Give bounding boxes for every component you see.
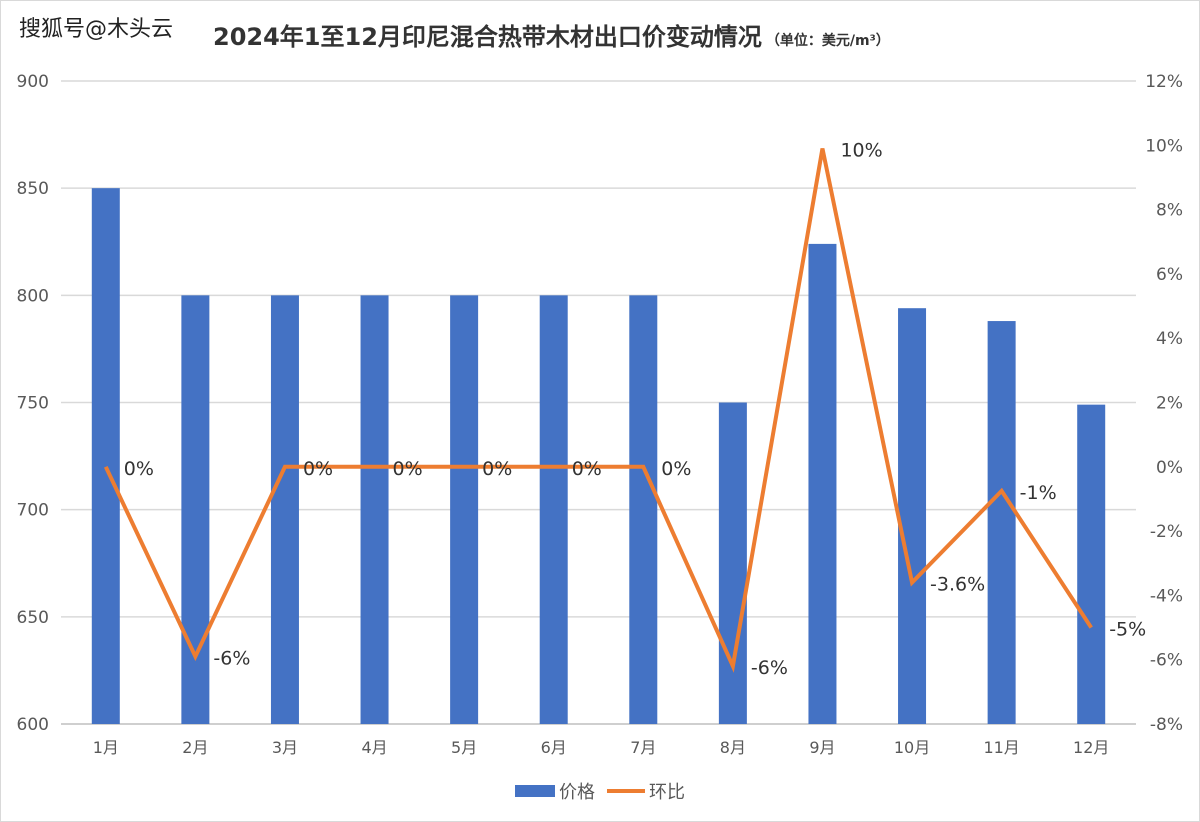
bar-4月: [360, 295, 389, 724]
x-axis-tick-label: 5月: [451, 738, 477, 757]
left-axis-tick-label: 600: [17, 715, 49, 735]
x-axis-tick-label: 3月: [272, 738, 298, 757]
x-axis-tick-label: 9月: [809, 738, 835, 757]
bar-6月: [539, 295, 568, 724]
data-label: 0%: [572, 458, 602, 480]
x-axis-tick-label: 2月: [182, 738, 208, 757]
left-axis-tick-label: 750: [17, 394, 49, 414]
data-label: -3.6%: [930, 574, 985, 596]
legend-label-price: 价格: [559, 782, 595, 803]
bar-12月: [1077, 404, 1106, 724]
right-axis-tick-label: -8%: [1150, 715, 1183, 735]
x-axis-tick-label: 1月: [93, 738, 119, 757]
x-axis-tick-label: 12月: [1073, 738, 1109, 757]
line-series-huanbi: [103, 148, 1093, 673]
data-label: 0%: [661, 458, 691, 480]
left-axis-tick-label: 900: [17, 72, 49, 92]
bar-8月: [718, 402, 747, 724]
bar-7月: [629, 295, 658, 724]
x-axis-tick-label: 4月: [361, 738, 387, 757]
right-axis-tick-label: 10%: [1145, 136, 1183, 156]
right-axis-tick-label: 12%: [1145, 72, 1183, 92]
data-label: -5%: [1109, 619, 1146, 641]
data-label: 0%: [393, 458, 423, 480]
x-axis-tick-label: 10月: [894, 738, 930, 757]
unit-label: （单位：美元/m³）: [765, 33, 890, 49]
right-axis-tick-label: -4%: [1150, 586, 1183, 606]
right-axis-tick-label: -6%: [1150, 651, 1183, 671]
left-axis-tick-label: 650: [17, 608, 49, 628]
data-label: 10%: [840, 140, 882, 162]
left-axis-tick-label: 800: [17, 286, 49, 306]
right-axis-tick-label: 8%: [1156, 201, 1183, 221]
right-axis-tick-label: 4%: [1156, 329, 1183, 349]
bar-3月: [270, 295, 299, 724]
bar-5月: [450, 295, 479, 724]
right-axis-tick-label: 0%: [1156, 458, 1183, 478]
right-axis-tick-label: -2%: [1150, 522, 1183, 542]
watermark: 搜狐号@木头云: [19, 17, 174, 42]
x-axis-tick-label: 8月: [720, 738, 746, 757]
x-axis-tick-label: 6月: [541, 738, 567, 757]
data-label: -6%: [213, 647, 250, 669]
title-text: 2024年1至12月印尼混合热带木材出口价变动情况: [213, 23, 762, 51]
data-label: -6%: [751, 657, 788, 679]
left-axis-tick-label: 700: [17, 501, 49, 521]
x-axis-tick-label: 7月: [630, 738, 656, 757]
legend-label-huanbi: 环比: [649, 782, 685, 803]
right-axis-tick-label: 2%: [1156, 394, 1183, 414]
right-axis-tick-label: 6%: [1156, 265, 1183, 285]
bar-11月: [987, 321, 1016, 724]
left-axis-tick-label: 850: [17, 179, 49, 199]
chart-title: 2024年1至12月印尼混合热带木材出口价变动情况 （单位：美元/m³）: [213, 17, 890, 52]
data-label: -1%: [1020, 482, 1057, 504]
data-label: 0%: [124, 458, 154, 480]
data-label: 0%: [303, 458, 333, 480]
bar-9月: [808, 243, 837, 725]
data-label: 0%: [482, 458, 512, 480]
bar-10月: [898, 308, 927, 724]
bar-1月: [91, 188, 120, 724]
legend-swatch-price: [515, 785, 555, 797]
x-axis-tick-label: 11月: [983, 738, 1019, 757]
